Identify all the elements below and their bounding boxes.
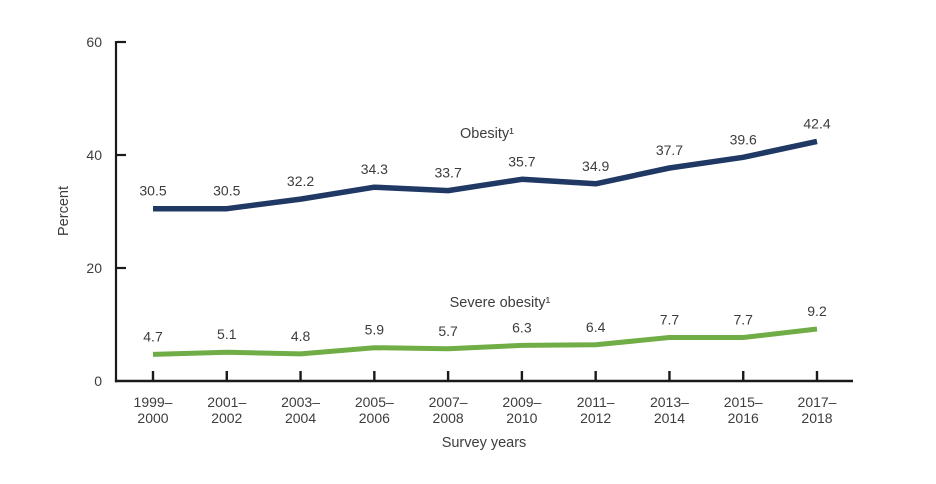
series-line-1 — [152, 326, 818, 357]
data-label: 32.2 — [287, 173, 314, 189]
x-axis-title: Survey years — [442, 435, 527, 451]
data-label: 30.5 — [139, 183, 166, 199]
data-label: 4.8 — [291, 328, 311, 344]
x-tick-label: 2005– 2006 — [355, 394, 394, 426]
x-tick-label: 2003– 2004 — [281, 394, 320, 426]
data-label: 34.3 — [361, 161, 388, 177]
data-label: 30.5 — [213, 183, 240, 199]
series-line-0 — [153, 138, 818, 212]
y-tick-label: 40 — [86, 147, 102, 163]
y-tick-label: 0 — [94, 373, 102, 389]
data-label: 34.9 — [582, 158, 609, 174]
data-label: 33.7 — [434, 165, 461, 181]
series-label-0: Obesity¹ — [460, 126, 514, 142]
x-tick-label: 2009– 2010 — [502, 394, 541, 426]
x-tick-label: 2013– 2014 — [650, 394, 689, 426]
data-label: 6.3 — [512, 319, 532, 335]
chart-generated-layer: 0 20 40 60 1999– 2000 2001– 2002 2003– 2004 2005– 2… — [86, 34, 853, 426]
data-label: 39.6 — [730, 131, 757, 147]
x-tick-label: 2017– 2018 — [798, 394, 837, 426]
y-axis-title: Percent — [56, 186, 72, 236]
x-tick-label: 2007– 2008 — [429, 394, 468, 426]
data-label: 5.1 — [217, 326, 237, 342]
x-tick-label: 2001– 2002 — [207, 394, 246, 426]
data-label: 7.7 — [660, 311, 680, 327]
x-tick-label: 2011– 2012 — [577, 394, 615, 426]
data-label: 6.4 — [586, 319, 606, 335]
data-label: 7.7 — [733, 311, 753, 327]
data-label: 5.7 — [438, 323, 458, 339]
data-label: 42.4 — [803, 115, 830, 131]
data-label: 5.9 — [365, 322, 385, 338]
series-label-1: Severe obesity¹ — [450, 295, 551, 311]
y-tick-label: 20 — [86, 260, 102, 276]
y-tick-label: 60 — [86, 34, 102, 50]
x-tick-label: 2015– 2016 — [724, 394, 763, 426]
data-label: 35.7 — [508, 153, 535, 169]
x-tick-label: 1999– 2000 — [134, 394, 173, 426]
data-label: 37.7 — [656, 142, 683, 158]
data-label: 4.7 — [143, 328, 163, 344]
data-label: 9.2 — [807, 303, 827, 319]
